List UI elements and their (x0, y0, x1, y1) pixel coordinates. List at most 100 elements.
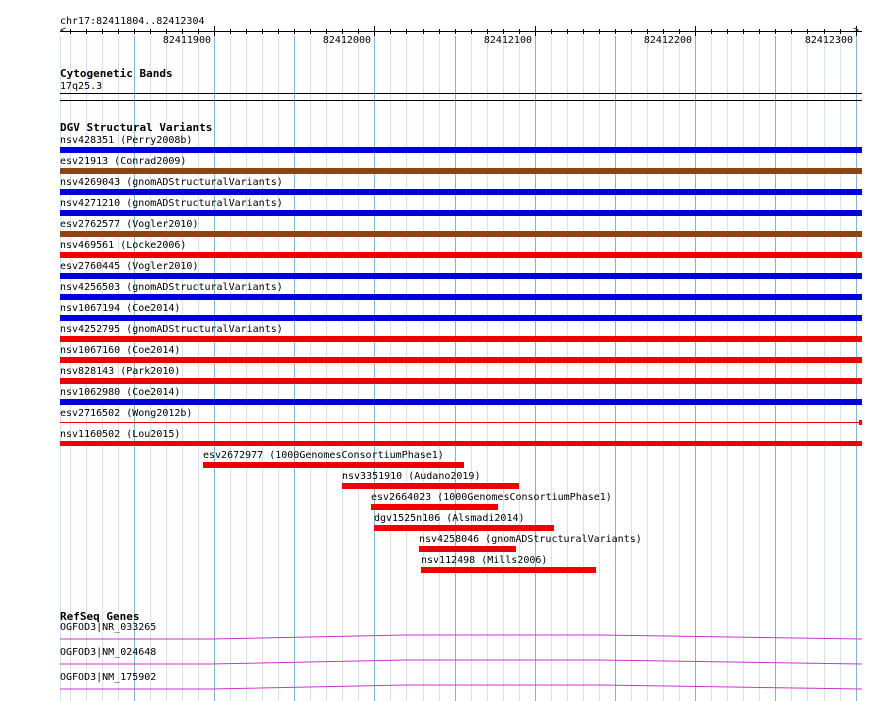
dgv-feature-label[interactable]: nsv4271210 (gnomADStructuralVariants) (60, 198, 283, 209)
ruler-minor-tick (759, 29, 760, 34)
ruler-minor-tick (711, 29, 712, 34)
ruler-minor-tick (342, 29, 343, 34)
dgv-feature-label[interactable]: nsv1062980 (Coe2014) (60, 387, 181, 398)
ruler-minor-tick (423, 29, 424, 34)
dgv-feature-label[interactable]: nsv1160502 (Lou2015) (60, 429, 181, 440)
ruler-minor-tick (840, 29, 841, 34)
ruler-major-tick (856, 26, 857, 36)
dgv-feature-bar[interactable] (342, 483, 519, 489)
ruler-minor-tick (102, 29, 103, 34)
dgv-feature-bar[interactable] (60, 399, 862, 405)
dgv-feature-bar[interactable] (419, 546, 516, 552)
dgv-feature-label[interactable]: esv2762577 (Vogler2010) (60, 219, 199, 230)
ruler-minor-tick (807, 29, 808, 34)
dgv-feature-bar[interactable] (60, 168, 862, 174)
refseq-transcript-label[interactable]: OGFOD3|NR_033265 (60, 622, 157, 633)
dgv-feature-bar[interactable] (60, 252, 862, 258)
ruler-minor-tick (278, 29, 279, 34)
dgv-feature-bar[interactable] (421, 567, 596, 573)
ruler-minor-tick (503, 29, 504, 34)
dgv-feature-label[interactable]: nsv1067160 (Coe2014) (60, 345, 181, 356)
ruler-minor-tick (551, 29, 552, 34)
dgv-feature-bar[interactable] (60, 315, 862, 321)
ruler-tick-label: 82412200 (643, 35, 692, 46)
dgv-feature-bar[interactable] (60, 231, 862, 237)
ruler-minor-tick (70, 29, 71, 34)
ruler-tick-label: 82411900 (162, 35, 211, 46)
dgv-feature-label[interactable]: nsv4256503 (gnomADStructuralVariants) (60, 282, 283, 293)
ruler-minor-tick (439, 29, 440, 34)
refseq-transcript-line[interactable] (0, 632, 890, 642)
cytoband-label: 17q25.3 (60, 81, 103, 92)
ruler-minor-tick (631, 29, 632, 34)
ruler-minor-tick (583, 29, 584, 34)
ruler-tick-label: 82412100 (483, 35, 532, 46)
dgv-feature-label[interactable]: esv2672977 (1000GenomesConsortiumPhase1) (203, 450, 444, 461)
dgv-feature-bar[interactable] (60, 378, 862, 384)
ruler-minor-tick (615, 29, 616, 34)
ruler-major-tick (695, 26, 696, 36)
ruler-minor-tick (86, 29, 87, 34)
track-title-refseq[interactable]: RefSeq Genes (60, 610, 140, 623)
ruler-minor-tick (118, 29, 119, 34)
dgv-feature-bar[interactable] (60, 357, 862, 363)
dgv-feature-bar[interactable] (60, 441, 862, 446)
ruler-minor-tick (166, 29, 167, 34)
dgv-feature-label[interactable]: nsv4252795 (gnomADStructuralVariants) (60, 324, 283, 335)
dgv-feature-bar[interactable] (60, 189, 862, 195)
dgv-feature-bar[interactable] (203, 462, 464, 468)
refseq-transcript-line[interactable] (0, 657, 890, 667)
dgv-feature-label[interactable]: nsv428351 (Perry2008b) (60, 135, 193, 146)
dgv-feature-label[interactable]: esv21913 (Conrad2009) (60, 156, 187, 167)
dgv-feature-label[interactable]: nsv3351910 (Audano2019) (342, 471, 481, 482)
dgv-feature-bar[interactable] (60, 336, 862, 342)
ruler-tick-label: 82412000 (322, 35, 371, 46)
dgv-feature-label[interactable]: esv2664023 (1000GenomesConsortiumPhase1) (371, 492, 612, 503)
refseq-transcript-line[interactable] (0, 682, 890, 692)
refseq-transcript-label[interactable]: OGFOD3|NM_024648 (60, 647, 157, 658)
refseq-transcript-label[interactable]: OGFOD3|NM_175902 (60, 672, 157, 683)
ruler-minor-tick (471, 29, 472, 34)
dgv-feature-label[interactable]: nsv4258046 (gnomADStructuralVariants) (419, 534, 642, 545)
cytoband-band[interactable] (60, 93, 862, 94)
track-title-dgv[interactable]: DGV Structural Variants (60, 121, 213, 134)
ruler-minor-tick (663, 29, 664, 34)
ruler-minor-tick (727, 29, 728, 34)
dgv-feature-bar[interactable] (60, 294, 862, 300)
ruler-minor-tick (743, 29, 744, 34)
ruler-minor-tick (775, 29, 776, 34)
dgv-feature-label[interactable]: nsv112498 (Mills2006) (421, 555, 548, 566)
dgv-feature-label[interactable]: dgv1525n106 (Alsmadi2014) (374, 513, 525, 524)
dgv-feature-label[interactable]: nsv828143 (Park2010) (60, 366, 181, 377)
ruler-minor-tick (824, 29, 825, 34)
dgv-feature-bar[interactable] (374, 525, 554, 531)
transcript-path (60, 684, 863, 690)
ruler-minor-tick (406, 29, 407, 34)
dgv-feature-bar[interactable] (859, 420, 862, 425)
dgv-feature-label[interactable]: nsv469561 (Locke2006) (60, 240, 187, 251)
dgv-feature-bar[interactable] (60, 273, 862, 279)
ruler-minor-tick (198, 29, 199, 34)
ruler-minor-tick (487, 29, 488, 34)
ruler-range-label: chr17:82411804..82412304 (60, 16, 205, 27)
dgv-feature-label[interactable]: esv2716502 (Wong2012b) (60, 408, 193, 419)
ruler-minor-tick (246, 29, 247, 34)
track-title-cytoband[interactable]: Cytogenetic Bands (60, 67, 173, 80)
dgv-feature-bar[interactable] (60, 210, 862, 216)
dgv-feature-label[interactable]: nsv4269043 (gnomADStructuralVariants) (60, 177, 283, 188)
ruler-left-arrow-icon[interactable]: < (60, 25, 67, 36)
ruler-minor-tick (326, 29, 327, 34)
ruler-minor-tick (390, 29, 391, 34)
ruler-tick-label: 82412300 (804, 35, 853, 46)
dgv-feature-bar[interactable] (60, 147, 862, 153)
ruler-minor-tick (791, 29, 792, 34)
ruler-minor-tick (679, 29, 680, 34)
dgv-feature-label[interactable]: esv2760445 (Vogler2010) (60, 261, 199, 272)
ruler-minor-tick (647, 29, 648, 34)
ruler-major-tick (535, 26, 536, 36)
dgv-feature-line[interactable] (60, 422, 862, 423)
dgv-feature-label[interactable]: nsv1067194 (Coe2014) (60, 303, 181, 314)
dgv-feature-bar[interactable] (371, 504, 498, 510)
ruler-minor-tick (294, 29, 295, 34)
ruler-line[interactable] (60, 31, 862, 32)
